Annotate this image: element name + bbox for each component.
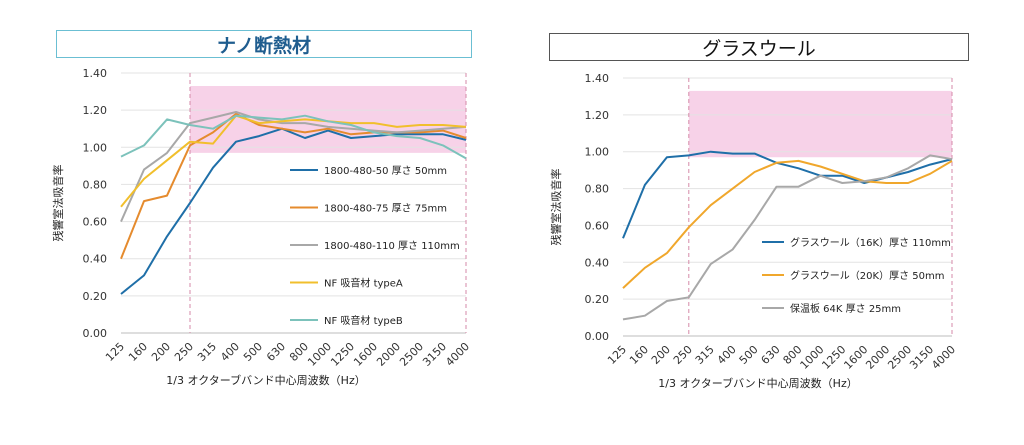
y-tick-label: 1.20 [585,109,610,122]
series-line-4 [120,114,467,160]
x-tick-label: 4000 [443,340,472,369]
x-tick-label: 125 [103,340,127,364]
y-tick-label: 0.20 [585,293,610,306]
x-tick-label: 630 [264,340,288,364]
y-tick-label: 0.40 [585,256,610,269]
legend-label: 1800-480-50 厚さ 50mm [324,165,447,177]
x-tick-label: 160 [126,340,150,364]
highlight-band [688,90,952,158]
series-line-0 [622,150,953,239]
y-tick-label: 0.80 [83,178,108,191]
x-tick-label: 1600 [351,340,380,369]
x-tick-label: 4000 [929,343,958,372]
x-tick-label: 250 [671,343,695,367]
y-tick-label: 0.60 [585,219,610,232]
x-tick-label: 250 [172,340,196,364]
x-tick-label: 1250 [328,340,357,369]
series-line-0 [120,127,467,295]
series-line-1 [622,159,953,289]
x-tick-label: 315 [693,343,717,367]
x-tick-label: 2000 [863,343,892,372]
y-tick-label: 0.20 [83,290,108,303]
series-line-3 [120,114,467,208]
chart-title-nano: ナノ断熱材 [56,30,472,58]
y-axis-label: 残響室法吸音率 [51,165,65,242]
x-tick-label: 3150 [420,340,449,369]
x-tick-label: 200 [149,340,173,364]
legend-label: グラスウール（20K）厚さ 50mm [790,269,944,282]
x-tick-label: 125 [605,343,629,367]
x-tick-label: 500 [737,343,761,367]
y-tick-label: 1.00 [83,141,108,154]
x-tick-label: 2500 [397,340,426,369]
y-tick-label: 0.60 [83,216,108,229]
legend-label: NF 吸音材 typeB [324,314,403,327]
y-tick-label: 0.40 [83,253,108,266]
x-tick-label: 315 [195,340,219,364]
legend-label: グラスウール（16K）厚さ 110mm [790,236,951,249]
x-tick-label: 160 [627,343,651,367]
chart-1: 0.000.200.400.600.801.001.201.4012516020… [549,72,958,390]
legend-label: 1800-480-110 厚さ 110mm [324,240,460,252]
series-line-2 [622,154,953,321]
x-tick-label: 630 [759,343,783,367]
legend-label: 1800-480-75 厚さ 75mm [324,203,447,215]
x-tick-label: 1250 [819,343,848,372]
chart-title-glasswool: グラスウール [549,33,969,61]
legend-label: 保温板 64K 厚さ 25mm [790,302,901,315]
y-tick-label: 1.40 [585,72,610,85]
chart-0: 0.000.200.400.600.801.001.201.4012516020… [51,67,472,387]
x-axis-label: 1/3 オクターブバンド中心周波数（Hz） [166,373,365,387]
legend-label: NF 吸音材 typeA [324,277,403,290]
x-tick-label: 1000 [305,340,334,369]
y-axis-label: 残響室法吸音率 [549,169,563,246]
x-tick-label: 3150 [907,343,936,372]
y-tick-label: 0.80 [585,183,610,196]
x-tick-label: 500 [241,340,265,364]
x-tick-label: 1000 [798,343,827,372]
x-tick-label: 2500 [885,343,914,372]
x-tick-label: 1600 [841,343,870,372]
y-tick-label: 0.00 [585,330,610,343]
y-tick-label: 0.00 [83,327,108,340]
x-tick-label: 200 [649,343,673,367]
x-tick-label: 2000 [374,340,403,369]
y-tick-label: 1.40 [83,67,108,80]
y-tick-label: 1.00 [585,146,610,159]
x-tick-label: 400 [218,340,242,364]
x-tick-label: 400 [715,343,739,367]
y-tick-label: 1.20 [83,104,108,117]
x-axis-label: 1/3 オクターブバンド中心周波数（Hz） [658,376,857,390]
series-line-2 [120,111,467,223]
